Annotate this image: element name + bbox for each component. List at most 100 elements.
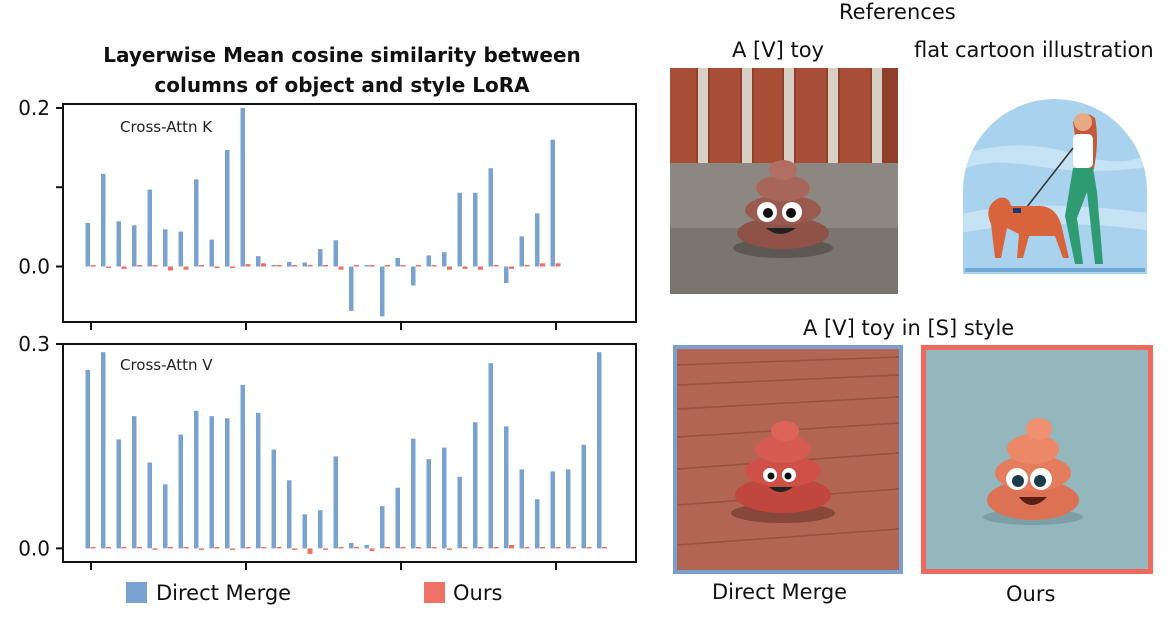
bar-ours-1: [106, 546, 111, 549]
bar-direct-merge-24: [457, 192, 462, 267]
legend-label-direct-merge: Direct Merge: [156, 581, 291, 605]
bar-direct-merge-26: [488, 363, 493, 549]
bar-direct-merge-11: [256, 256, 261, 267]
bar-direct-merge-32: [581, 444, 586, 549]
bar-direct-merge-0: [85, 222, 90, 267]
bar-direct-merge-8: [209, 416, 214, 549]
bar-ours-23: [447, 548, 452, 550]
bar-direct-merge-26: [488, 168, 493, 267]
references-label: References: [839, 0, 956, 24]
bar-direct-merge-2: [116, 439, 121, 549]
bar-ours-29: [540, 263, 545, 267]
bar-ours-13: [292, 265, 297, 267]
bar-ours-27: [509, 266, 514, 269]
bar-ours-17: [354, 546, 359, 549]
bar-ours-24: [462, 546, 468, 549]
bar-direct-merge-25: [473, 422, 478, 549]
panel-frame: [62, 343, 637, 563]
bar-direct-merge-13: [287, 480, 292, 549]
y-tick-label: 0.3: [18, 332, 50, 356]
bar-direct-merge-25: [473, 192, 478, 267]
bar-direct-merge-7: [194, 179, 199, 267]
bar-ours-29: [540, 546, 545, 549]
bar-ours-15: [323, 265, 328, 267]
bar-direct-merge-17: [349, 266, 354, 311]
bar-ours-17: [354, 264, 359, 267]
bar-ours-10: [245, 264, 251, 267]
bar-direct-merge-11: [256, 412, 261, 549]
bar-ours-8: [214, 546, 220, 549]
legend-swatch-direct-merge: [126, 582, 147, 603]
panel-label: Cross-Attn V: [120, 356, 213, 374]
bar-direct-merge-1: [101, 352, 106, 549]
bar-direct-merge-24: [457, 476, 462, 549]
bar-ours-22: [431, 265, 437, 267]
bar-ours-21: [416, 264, 421, 267]
bar-direct-merge-27: [504, 266, 509, 284]
bars: [85, 352, 607, 554]
bar-direct-merge-13: [287, 261, 292, 267]
bar-ours-20: [400, 265, 406, 267]
bar-direct-merge-21: [411, 266, 416, 286]
bar-ours-30: [555, 546, 561, 549]
bar-ours-18: [369, 548, 375, 552]
bar-direct-merge-27: [504, 426, 509, 549]
reference-style-label: flat cartoon illustration: [914, 38, 1154, 62]
chart-title-line-2: columns of object and style LoRA: [154, 73, 530, 97]
bar-ours-7: [199, 265, 204, 267]
y-tick-label: 0.0: [18, 255, 50, 279]
panel-cross-attn-k: Cross-Attn K 0.2 0.0: [18, 96, 637, 323]
direct-merge-result-image: [673, 345, 903, 574]
bar-direct-merge-1: [101, 173, 106, 267]
bar-ours-19: [385, 265, 390, 267]
combined-prompt-label: A [V] toy in [S] style: [803, 316, 1015, 340]
bar-ours-3: [137, 546, 142, 549]
bar-direct-merge-31: [566, 469, 571, 549]
bar-direct-merge-18: [364, 265, 369, 267]
bar-direct-merge-22: [426, 459, 431, 549]
bars: [85, 108, 561, 317]
bar-direct-merge-0: [85, 369, 90, 549]
bar-ours-27: [509, 545, 514, 549]
bar-ours-6: [183, 546, 189, 549]
bar-ours-9: [230, 548, 235, 550]
bar-ours-11: [261, 546, 266, 549]
bar-direct-merge-9: [225, 418, 230, 549]
bar-ours-26: [493, 546, 499, 549]
bar-ours-28: [524, 546, 530, 549]
bar-direct-merge-19: [380, 266, 385, 317]
reference-style-image: [955, 96, 1155, 276]
y-tick-label: 0.2: [18, 96, 50, 120]
reference-object-label: A [V] toy: [732, 38, 824, 62]
bar-ours-3: [137, 265, 142, 267]
ours-result-image: [921, 345, 1153, 574]
bar-ours-22: [431, 546, 437, 549]
bar-direct-merge-10: [240, 384, 245, 549]
bar-ours-18: [369, 265, 375, 267]
bar-direct-merge-14: [302, 514, 307, 549]
bar-ours-4: [152, 265, 158, 267]
bar-direct-merge-30: [550, 139, 555, 267]
bar-ours-20: [400, 546, 406, 549]
bar-direct-merge-2: [116, 221, 121, 267]
bar-direct-merge-29: [535, 499, 540, 549]
bar-ours-14: [307, 548, 313, 554]
bar-ours-12: [276, 546, 282, 549]
y-tick-label: 0.0: [18, 536, 50, 560]
legend-label-ours: Ours: [453, 581, 502, 605]
bar-ours-25: [478, 546, 483, 549]
panel-cross-attn-v: Cross-Attn V 0.3 0.0: [18, 332, 637, 563]
bar-ours-6: [183, 266, 189, 270]
bar-ours-8: [214, 266, 220, 269]
bar-ours-32: [586, 546, 592, 549]
bar-direct-merge-7: [194, 410, 199, 549]
bar-direct-merge-6: [178, 434, 183, 549]
direct-merge-label: Direct Merge: [712, 580, 848, 604]
bar-direct-merge-12: [271, 449, 276, 549]
panel-frame: [62, 103, 637, 323]
bar-direct-merge-16: [333, 456, 338, 549]
bar-ours-2: [121, 546, 127, 549]
bar-direct-merge-28: [519, 236, 524, 267]
bar-ours-33: [602, 546, 607, 549]
bar-ours-15: [323, 548, 328, 550]
